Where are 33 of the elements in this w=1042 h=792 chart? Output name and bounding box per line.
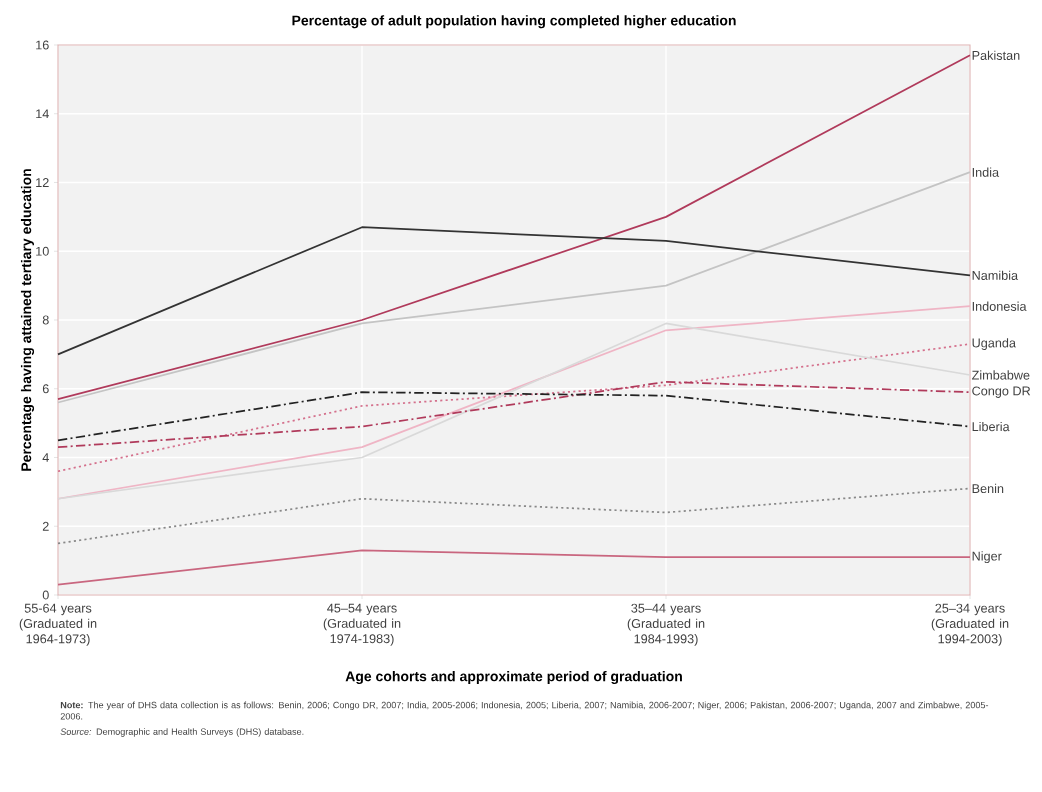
series-label: Pakistan [972, 50, 1020, 60]
y-tick-label: 0 [42, 590, 49, 600]
series-label: Liberia [972, 421, 1010, 432]
series-label: Benin [972, 483, 1004, 494]
line-series [57, 54, 971, 400]
y-axis-title: Percentage having attained tertiary education [20, 169, 35, 471]
y-tick-label: 12 [36, 178, 49, 187]
y-tick-label: 8 [42, 315, 49, 325]
y-tick-label: 2 [42, 521, 49, 531]
y-tick-label: 10 [36, 246, 49, 256]
line-series [57, 171, 971, 404]
y-tick-label: 14 [36, 109, 49, 119]
series-label: India [972, 167, 1000, 177]
x-tick-label: 55-64 years (Graduated in 1964-1973) [19, 603, 97, 646]
x-axis-title: Age cohorts and approximate period of graduation [345, 670, 682, 685]
line-series [57, 226, 971, 356]
series-label: Niger [972, 551, 1002, 564]
series-label: Zimbabwe [972, 370, 1030, 380]
line-series [57, 380, 971, 449]
x-tick-label: 45–54 years (Graduated in 1974-1983) [323, 603, 401, 646]
series-label: Congo DR [972, 386, 1031, 398]
y-tick-label: 16 [36, 40, 49, 50]
x-tick-label: 25–34 years (Graduated in 1994-2003) [931, 603, 1009, 646]
line-series [57, 487, 971, 545]
x-tick-label: 35–44 years (Graduated in 1984-1993) [627, 603, 705, 646]
y-tick-label: 6 [42, 384, 49, 394]
series-label: Namibia [972, 270, 1019, 280]
series-label: Uganda [972, 338, 1016, 350]
chart-title: Percentage of adult population having completed higher education [292, 15, 736, 29]
y-tick-label: 4 [42, 453, 49, 462]
series-label: Indonesia [972, 301, 1027, 311]
text: Source: Demographic and Health Surveys (DHS) database. [60, 728, 304, 737]
text: Note: The year of DHS data collection is as follows: Benin, 2006; Congo DR, 2007; India, 2005-2006; Indonesia, 2005; Liberia, 2007; Namibia, 2006-2007; Niger, 2006; Pakistan, 2006-2007; Uganda, 2007 and Zimbabwe, 2005-2006. [60, 701, 989, 720]
